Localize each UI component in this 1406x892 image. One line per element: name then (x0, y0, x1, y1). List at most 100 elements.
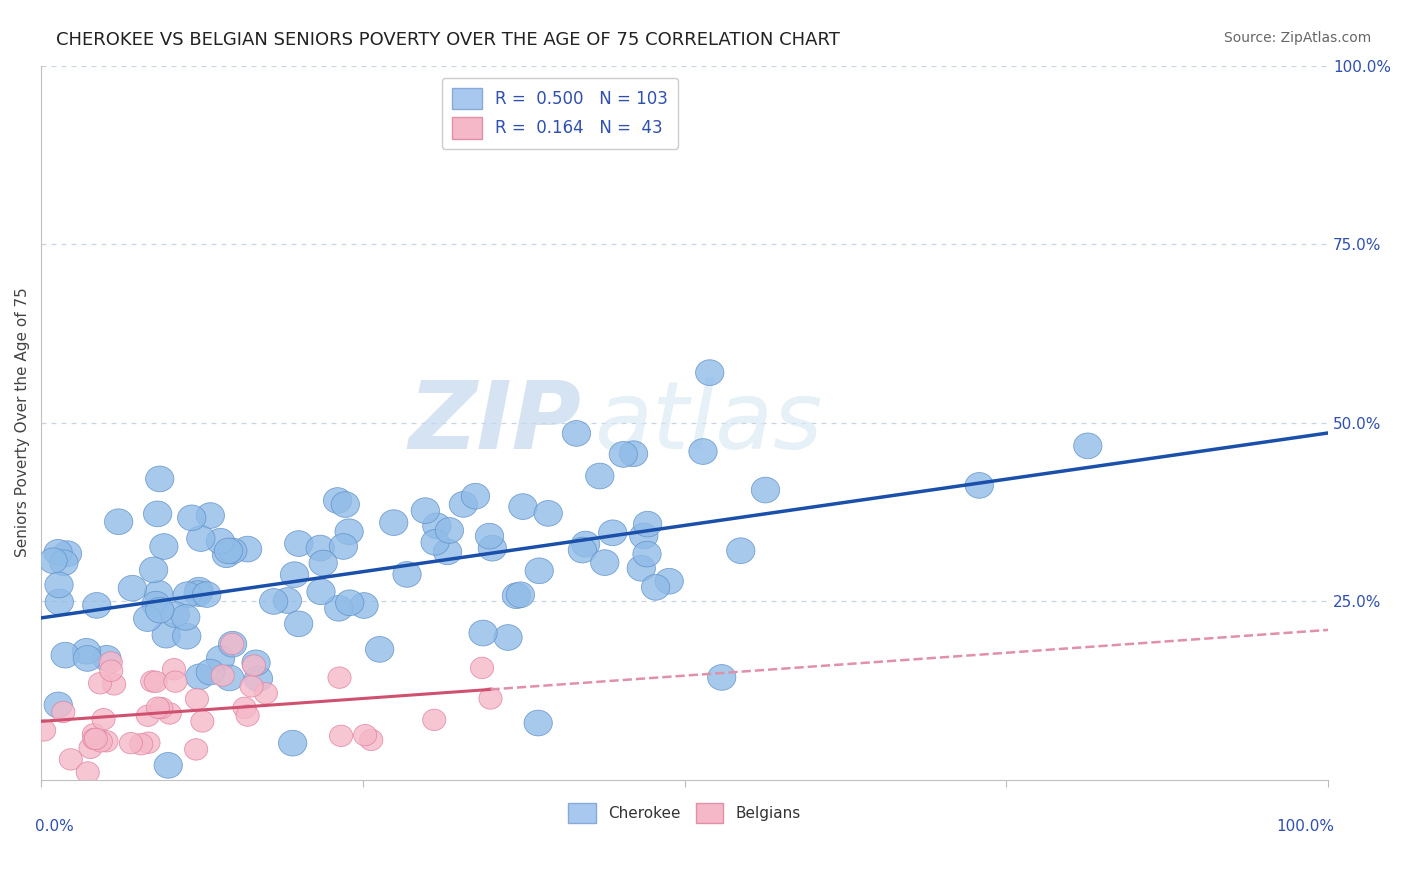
Ellipse shape (591, 549, 619, 575)
Ellipse shape (502, 582, 530, 608)
Ellipse shape (193, 582, 221, 607)
Ellipse shape (360, 729, 382, 750)
Ellipse shape (184, 739, 208, 760)
Ellipse shape (83, 728, 105, 749)
Ellipse shape (45, 572, 73, 598)
Ellipse shape (207, 646, 235, 672)
Ellipse shape (221, 633, 243, 655)
Ellipse shape (336, 590, 364, 615)
Ellipse shape (332, 491, 360, 517)
Ellipse shape (280, 562, 309, 588)
Ellipse shape (328, 667, 352, 689)
Ellipse shape (350, 592, 378, 618)
Text: ZIP: ZIP (409, 376, 582, 468)
Ellipse shape (470, 620, 498, 646)
Ellipse shape (727, 538, 755, 564)
Ellipse shape (44, 692, 72, 718)
Ellipse shape (136, 732, 160, 754)
Ellipse shape (284, 611, 314, 637)
Ellipse shape (173, 624, 201, 649)
Ellipse shape (571, 532, 600, 557)
Ellipse shape (627, 556, 655, 582)
Ellipse shape (89, 673, 111, 694)
Ellipse shape (39, 548, 67, 574)
Ellipse shape (207, 528, 235, 554)
Ellipse shape (139, 557, 167, 582)
Ellipse shape (79, 737, 103, 758)
Ellipse shape (91, 708, 115, 730)
Ellipse shape (53, 541, 82, 566)
Ellipse shape (423, 513, 451, 539)
Ellipse shape (620, 441, 648, 467)
Ellipse shape (159, 703, 181, 724)
Ellipse shape (309, 550, 337, 576)
Ellipse shape (233, 698, 256, 719)
Text: CHEROKEE VS BELGIAN SENIORS POVERTY OVER THE AGE OF 75 CORRELATION CHART: CHEROKEE VS BELGIAN SENIORS POVERTY OVER… (56, 31, 841, 49)
Y-axis label: Seniors Poverty Over the Age of 75: Seniors Poverty Over the Age of 75 (15, 288, 30, 558)
Ellipse shape (534, 500, 562, 526)
Ellipse shape (329, 533, 357, 559)
Ellipse shape (254, 682, 277, 704)
Ellipse shape (284, 531, 314, 557)
Ellipse shape (136, 705, 159, 726)
Ellipse shape (433, 539, 461, 565)
Ellipse shape (707, 665, 735, 690)
Ellipse shape (173, 582, 201, 607)
Ellipse shape (186, 689, 208, 710)
Ellipse shape (73, 646, 101, 672)
Ellipse shape (215, 665, 243, 690)
Ellipse shape (436, 517, 464, 543)
Ellipse shape (162, 602, 190, 627)
Ellipse shape (307, 535, 335, 561)
Ellipse shape (240, 675, 263, 697)
Ellipse shape (218, 632, 246, 657)
Ellipse shape (146, 467, 174, 491)
Ellipse shape (82, 723, 105, 745)
Ellipse shape (236, 705, 259, 726)
Ellipse shape (461, 483, 489, 509)
Ellipse shape (143, 671, 167, 692)
Ellipse shape (72, 639, 101, 665)
Ellipse shape (172, 605, 200, 631)
Ellipse shape (45, 589, 73, 615)
Ellipse shape (634, 511, 662, 537)
Ellipse shape (165, 671, 187, 692)
Ellipse shape (245, 665, 273, 691)
Ellipse shape (599, 520, 627, 546)
Ellipse shape (59, 748, 83, 770)
Ellipse shape (162, 658, 186, 680)
Ellipse shape (187, 525, 215, 551)
Ellipse shape (214, 538, 243, 564)
Text: atlas: atlas (595, 377, 823, 468)
Ellipse shape (475, 524, 503, 549)
Ellipse shape (146, 598, 174, 623)
Ellipse shape (52, 701, 75, 723)
Ellipse shape (568, 537, 596, 563)
Ellipse shape (392, 562, 422, 587)
Ellipse shape (335, 519, 363, 544)
Ellipse shape (103, 673, 125, 695)
Ellipse shape (478, 535, 506, 561)
Ellipse shape (471, 657, 494, 679)
Ellipse shape (212, 542, 240, 567)
Ellipse shape (100, 660, 122, 681)
Ellipse shape (184, 581, 212, 607)
Ellipse shape (641, 574, 669, 600)
Text: Source: ZipAtlas.com: Source: ZipAtlas.com (1223, 31, 1371, 45)
Ellipse shape (586, 463, 614, 489)
Legend: Cherokee, Belgians: Cherokee, Belgians (562, 797, 807, 829)
Ellipse shape (242, 650, 270, 675)
Ellipse shape (449, 491, 478, 517)
Ellipse shape (325, 596, 353, 621)
Ellipse shape (118, 575, 146, 601)
Text: 0.0%: 0.0% (35, 819, 73, 834)
Ellipse shape (420, 530, 450, 555)
Ellipse shape (93, 646, 121, 671)
Ellipse shape (191, 711, 214, 732)
Ellipse shape (150, 698, 173, 719)
Ellipse shape (423, 709, 446, 731)
Ellipse shape (329, 725, 353, 747)
Ellipse shape (633, 541, 661, 567)
Ellipse shape (120, 732, 142, 754)
Ellipse shape (366, 637, 394, 662)
